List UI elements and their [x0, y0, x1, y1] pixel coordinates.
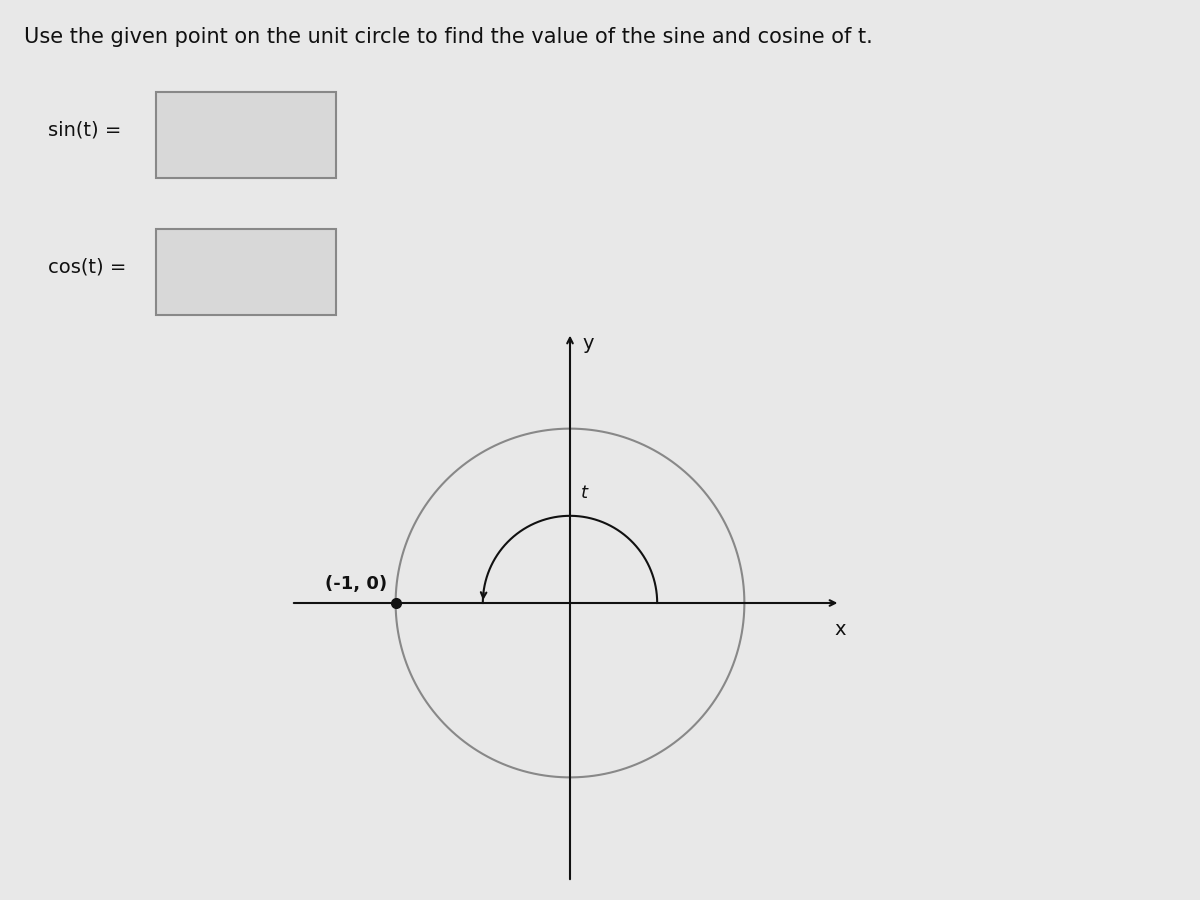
FancyBboxPatch shape	[156, 230, 336, 315]
Text: sin(t) =: sin(t) =	[48, 121, 121, 140]
Text: Use the given point on the unit circle to find the value of the sine and cosine : Use the given point on the unit circle t…	[24, 27, 872, 48]
Text: y: y	[582, 335, 594, 354]
Text: cos(t) =: cos(t) =	[48, 257, 126, 276]
Text: t: t	[581, 484, 588, 502]
FancyBboxPatch shape	[156, 93, 336, 178]
Text: x: x	[834, 620, 846, 639]
Text: (-1, 0): (-1, 0)	[325, 574, 386, 592]
